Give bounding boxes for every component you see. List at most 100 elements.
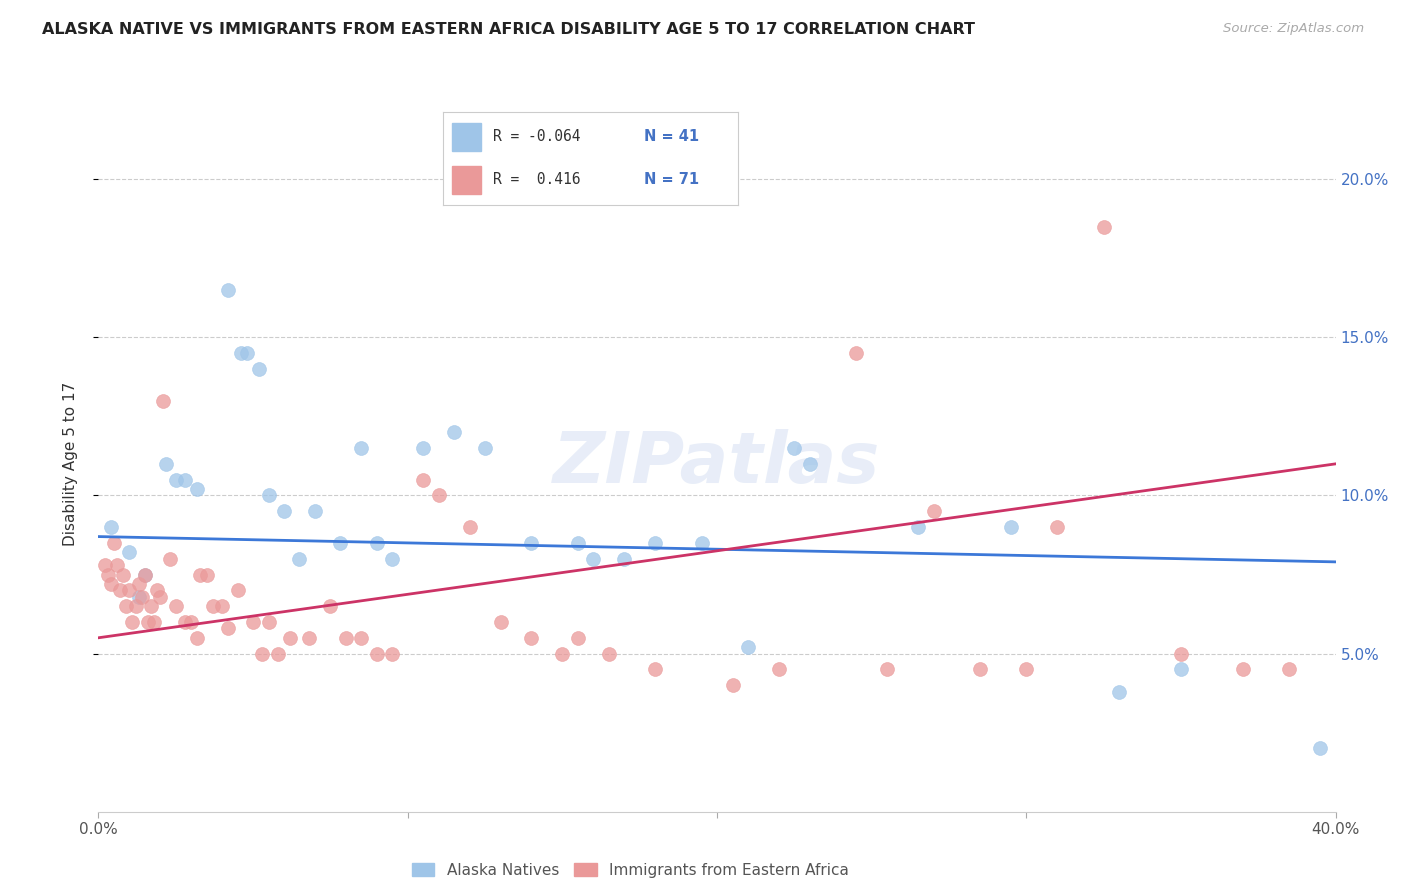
Point bbox=[134, 567, 156, 582]
Point bbox=[131, 590, 153, 604]
Point bbox=[644, 536, 666, 550]
Point bbox=[443, 425, 465, 440]
Point bbox=[458, 520, 481, 534]
Point bbox=[520, 631, 543, 645]
Point bbox=[551, 647, 574, 661]
Point bbox=[165, 599, 187, 614]
Point bbox=[520, 536, 543, 550]
Point bbox=[876, 662, 898, 676]
Point bbox=[149, 590, 172, 604]
Point bbox=[278, 631, 301, 645]
Point bbox=[186, 482, 208, 496]
Point bbox=[190, 567, 212, 582]
Point bbox=[226, 583, 249, 598]
Point bbox=[118, 583, 141, 598]
Point bbox=[105, 558, 128, 572]
Text: ALASKA NATIVE VS IMMIGRANTS FROM EASTERN AFRICA DISABILITY AGE 5 TO 17 CORRELATI: ALASKA NATIVE VS IMMIGRANTS FROM EASTERN… bbox=[42, 22, 976, 37]
Point bbox=[567, 631, 589, 645]
Point bbox=[489, 615, 512, 629]
Point bbox=[737, 640, 759, 655]
Point bbox=[267, 647, 290, 661]
Point bbox=[159, 551, 181, 566]
Text: Source: ZipAtlas.com: Source: ZipAtlas.com bbox=[1223, 22, 1364, 36]
Point bbox=[721, 678, 744, 692]
Point bbox=[257, 488, 280, 502]
Point bbox=[139, 599, 162, 614]
Point bbox=[427, 488, 450, 502]
Bar bbox=[451, 123, 481, 151]
Point bbox=[152, 393, 174, 408]
Point bbox=[247, 362, 270, 376]
Point bbox=[768, 662, 790, 676]
Point bbox=[1092, 219, 1115, 234]
Point bbox=[644, 662, 666, 676]
Point bbox=[1015, 662, 1038, 676]
Point bbox=[180, 615, 202, 629]
Point bbox=[350, 631, 373, 645]
Point bbox=[115, 599, 138, 614]
Point bbox=[217, 283, 239, 297]
Point bbox=[273, 504, 295, 518]
Point bbox=[93, 558, 115, 572]
Point bbox=[134, 567, 156, 582]
Point bbox=[165, 473, 187, 487]
Point bbox=[217, 621, 239, 635]
Point bbox=[1170, 662, 1192, 676]
Point bbox=[128, 590, 150, 604]
Point bbox=[174, 615, 197, 629]
Point bbox=[118, 545, 141, 559]
Point bbox=[350, 441, 373, 455]
Point bbox=[907, 520, 929, 534]
Point bbox=[298, 631, 321, 645]
Point bbox=[1278, 662, 1301, 676]
Point bbox=[329, 536, 352, 550]
Point bbox=[103, 536, 125, 550]
Point bbox=[412, 473, 434, 487]
Point bbox=[1046, 520, 1069, 534]
Legend: Alaska Natives, Immigrants from Eastern Africa: Alaska Natives, Immigrants from Eastern … bbox=[405, 857, 855, 884]
Point bbox=[690, 536, 713, 550]
Point bbox=[136, 615, 159, 629]
Point bbox=[366, 647, 388, 661]
Point bbox=[252, 647, 274, 661]
Point bbox=[412, 441, 434, 455]
Point bbox=[100, 577, 122, 591]
Point bbox=[335, 631, 357, 645]
Text: N = 71: N = 71 bbox=[644, 172, 699, 187]
Point bbox=[1000, 520, 1022, 534]
Point bbox=[474, 441, 496, 455]
Point bbox=[229, 346, 252, 360]
Y-axis label: Disability Age 5 to 17: Disability Age 5 to 17 bbox=[63, 382, 77, 546]
Point bbox=[121, 615, 143, 629]
Point bbox=[174, 473, 197, 487]
Point bbox=[1170, 647, 1192, 661]
Point bbox=[211, 599, 233, 614]
Point bbox=[143, 615, 166, 629]
Point bbox=[146, 583, 169, 598]
Point bbox=[319, 599, 342, 614]
Point bbox=[195, 567, 218, 582]
Point bbox=[112, 567, 135, 582]
Point bbox=[567, 536, 589, 550]
Point bbox=[288, 551, 311, 566]
Point bbox=[969, 662, 991, 676]
Point bbox=[128, 577, 150, 591]
Point bbox=[582, 551, 605, 566]
Point bbox=[1309, 741, 1331, 756]
Point bbox=[366, 536, 388, 550]
Point bbox=[799, 457, 821, 471]
Text: R =  0.416: R = 0.416 bbox=[494, 172, 581, 187]
Point bbox=[201, 599, 224, 614]
Point bbox=[381, 551, 404, 566]
Point bbox=[236, 346, 259, 360]
Point bbox=[186, 631, 208, 645]
Point bbox=[97, 567, 120, 582]
Point bbox=[598, 647, 620, 661]
Text: N = 41: N = 41 bbox=[644, 129, 699, 145]
Point bbox=[124, 599, 146, 614]
Text: ZIPatlas: ZIPatlas bbox=[554, 429, 880, 499]
Point bbox=[783, 441, 806, 455]
Point bbox=[1232, 662, 1254, 676]
Bar bbox=[451, 166, 481, 194]
Point bbox=[242, 615, 264, 629]
